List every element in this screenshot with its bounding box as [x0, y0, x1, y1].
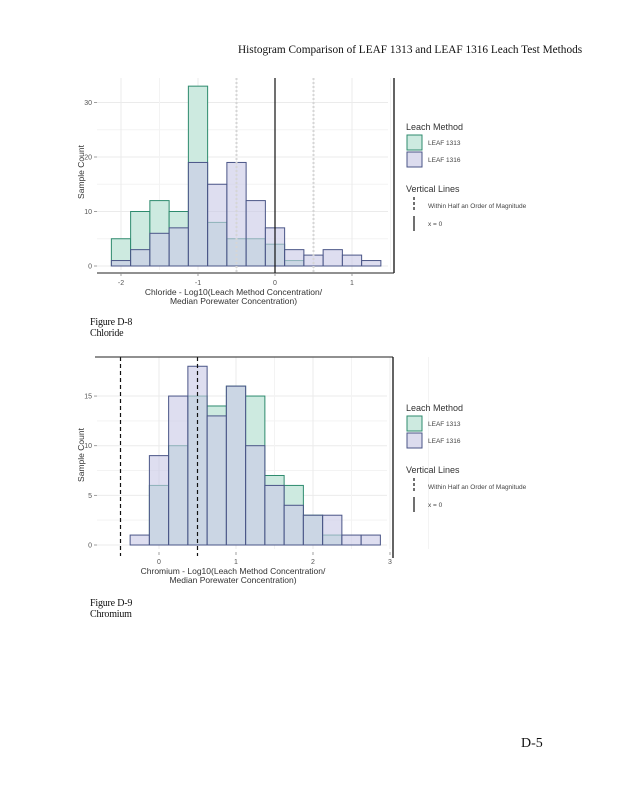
x-axis-title-line2: Median Porewater Concentration) — [169, 575, 296, 585]
bar-leaf-1316 — [245, 445, 266, 546]
y-tick-label: 5 — [88, 493, 92, 500]
legend-label-leaf-1313: LEAF 1313 — [428, 421, 461, 428]
x-axis-title-line1: Chloride - Log10(Leach Method Concentrat… — [145, 287, 323, 297]
y-axis-title: Sample Count — [76, 144, 86, 199]
legend-line-title: Vertical Lines — [406, 184, 460, 194]
x-tick-label: -2 — [118, 280, 124, 287]
bar-leaf-1316 — [225, 385, 247, 546]
bar-leaf-1316 — [148, 455, 170, 546]
figure-d8-caption: Figure D-8 Chloride — [90, 317, 132, 339]
bar-leaf-1316 — [302, 514, 324, 546]
x-tick-label: 3 — [388, 559, 392, 566]
legend-swatch-leaf-1313 — [406, 134, 423, 151]
legend-fill-title: Leach Method — [406, 122, 463, 132]
x-tick-label: 1 — [234, 559, 238, 566]
legend-swatch-leaf-1313 — [406, 415, 423, 432]
y-tick-label: 0 — [88, 264, 92, 271]
bar-leaf-1316 — [322, 514, 343, 546]
bar-leaf-1316 — [341, 534, 362, 546]
page-number: D-5 — [521, 736, 543, 751]
bar-leaf-1316 — [129, 534, 150, 546]
legend-label-half-order: Within Half an Order of Magnitude — [428, 203, 527, 210]
legend-swatch-leaf-1316 — [406, 432, 423, 449]
figure-number: Figure D-9 — [90, 598, 133, 609]
x-tick-label: -1 — [195, 280, 201, 287]
x-axis-title-line2: Median Porewater Concentration) — [170, 296, 297, 306]
bar-leaf-1316 — [283, 504, 304, 546]
x-tick-label: 2 — [311, 559, 315, 566]
legend-label-x-zero: x = 0 — [428, 221, 443, 228]
figure-d9-caption: Figure D-9 Chromium — [90, 598, 132, 620]
y-tick-label: 15 — [84, 394, 92, 401]
legend-line-title: Vertical Lines — [406, 465, 460, 475]
bar-leaf-1316 — [168, 395, 189, 546]
figure-number: Figure D-8 — [90, 317, 133, 328]
legend-label-x-zero: x = 0 — [428, 502, 443, 509]
y-tick-label: 0 — [88, 543, 92, 550]
y-tick-label: 10 — [84, 209, 92, 216]
legend-label-half-order: Within Half an Order of Magnitude — [428, 484, 527, 491]
y-tick-label: 20 — [84, 155, 92, 162]
bar-leaf-1316 — [264, 484, 285, 546]
page-header: Histogram Comparison of LEAF 1313 and LE… — [238, 44, 583, 56]
x-tick-label: 0 — [273, 280, 277, 287]
figure-subject: Chloride — [90, 328, 124, 339]
y-tick-label: 10 — [84, 443, 92, 450]
bar-leaf-1316 — [360, 534, 381, 546]
figure-subject: Chromium — [90, 609, 132, 620]
bar-leaf-1316 — [206, 415, 227, 546]
y-axis-title: Sample Count — [76, 427, 86, 482]
legend-label-leaf-1316: LEAF 1316 — [428, 438, 461, 445]
legend-fill-title: Leach Method — [406, 403, 463, 413]
x-tick-label: 1 — [350, 280, 354, 287]
legend-label-leaf-1316: LEAF 1316 — [428, 157, 461, 164]
bar-leaf-1316 — [361, 260, 382, 267]
x-tick-label: 0 — [157, 559, 161, 566]
y-tick-label: 30 — [84, 100, 92, 107]
legend-swatch-leaf-1316 — [406, 151, 423, 168]
x-axis-title-line1: Chromium - Log10(Leach Method Concentrat… — [141, 566, 326, 576]
legend-label-leaf-1313: LEAF 1313 — [428, 140, 461, 147]
